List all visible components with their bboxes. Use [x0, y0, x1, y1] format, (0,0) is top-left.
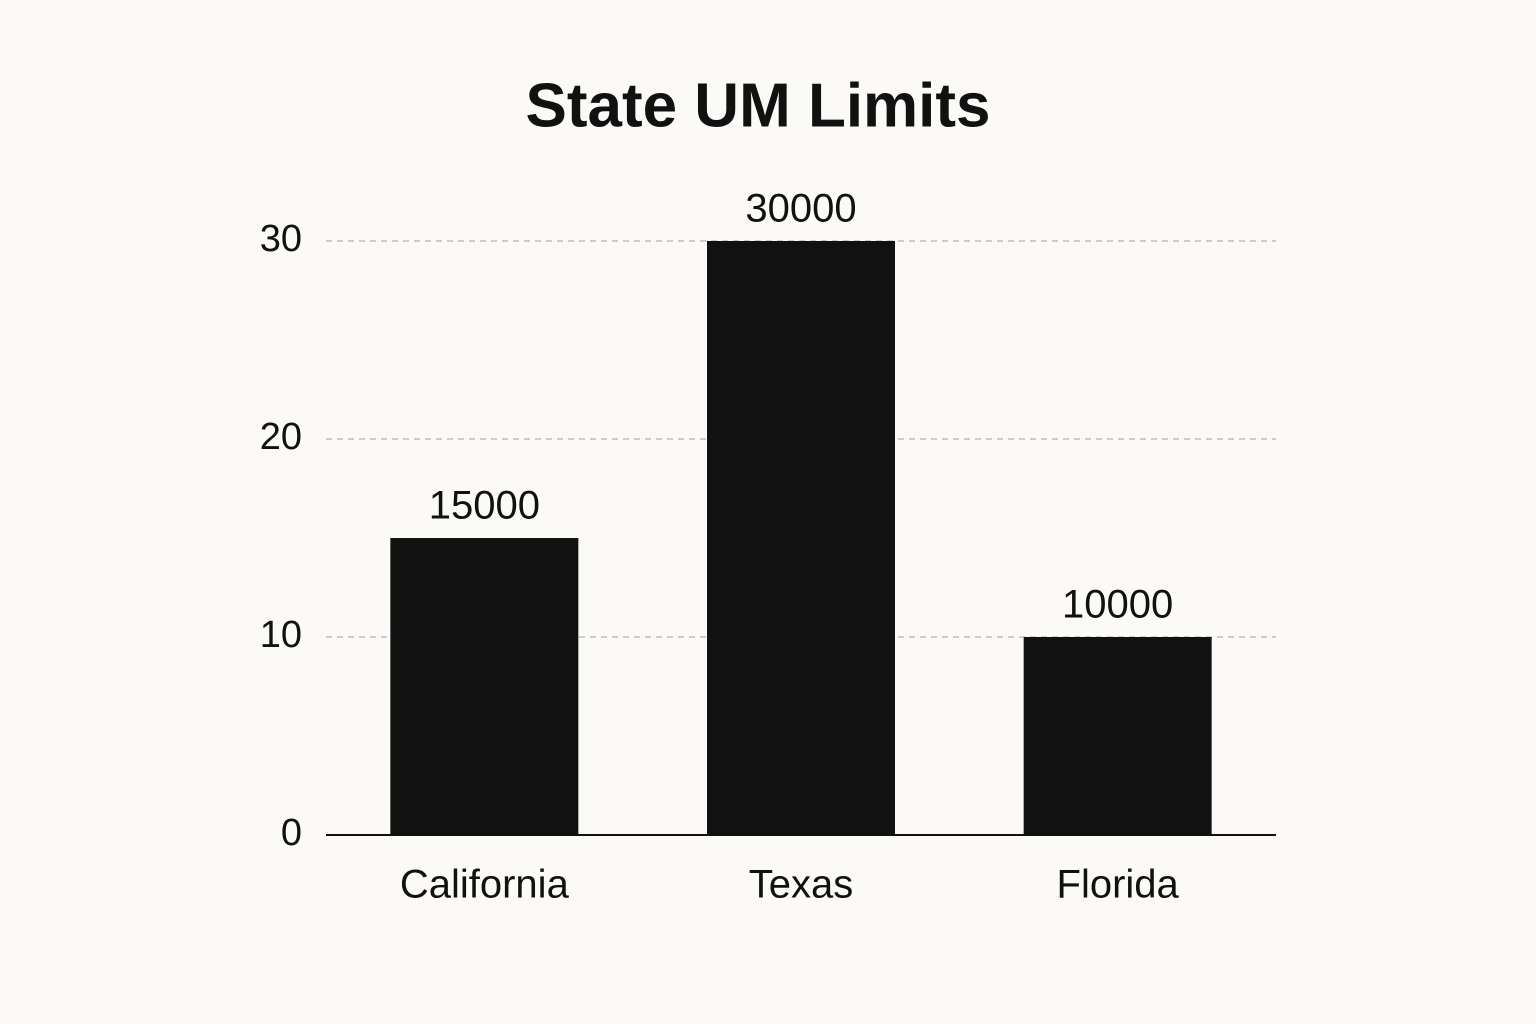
x-tick-label: California — [400, 863, 570, 907]
y-tick-label: 10 — [260, 614, 302, 656]
y-tick-label: 0 — [281, 812, 302, 854]
bar — [1023, 637, 1212, 835]
bar — [390, 538, 579, 835]
chart-title: State UM Limits — [525, 71, 990, 140]
x-tick-label: Florida — [1057, 863, 1180, 907]
value-label: 10000 — [1062, 583, 1173, 627]
x-tick-label: Texas — [749, 863, 854, 907]
y-tick-label: 20 — [260, 416, 302, 458]
value-label: 15000 — [429, 484, 540, 528]
value-label: 30000 — [745, 187, 856, 231]
bar — [707, 241, 895, 835]
y-tick-label: 30 — [260, 218, 302, 260]
